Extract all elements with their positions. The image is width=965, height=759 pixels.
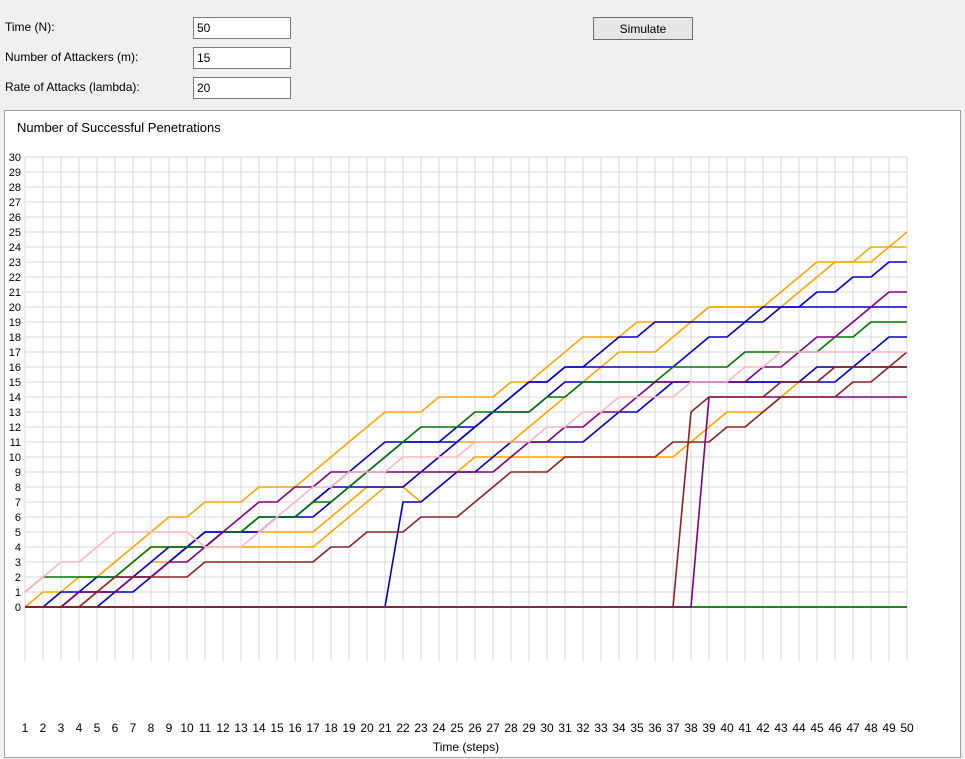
y-tick-label: 5 bbox=[15, 527, 21, 539]
y-tick-label: 24 bbox=[9, 242, 21, 254]
x-tick-label: 38 bbox=[684, 721, 698, 735]
series-line-11 bbox=[25, 291, 907, 608]
x-tick-label: 35 bbox=[630, 721, 644, 735]
y-tick-label: 4 bbox=[15, 542, 21, 554]
x-tick-label: 8 bbox=[148, 721, 155, 735]
y-tick-label: 1 bbox=[15, 587, 21, 599]
x-tick-label: 2 bbox=[40, 721, 47, 735]
y-tick-label: 10 bbox=[9, 452, 21, 464]
series-line-15 bbox=[24, 351, 907, 593]
x-tick-label: 5 bbox=[94, 721, 101, 735]
y-tick-label: 16 bbox=[9, 362, 21, 374]
x-tick-label: 42 bbox=[756, 721, 770, 735]
y-tick-label: 26 bbox=[9, 212, 21, 224]
y-tick-label: 18 bbox=[9, 332, 21, 344]
x-tick-label: 33 bbox=[594, 721, 608, 735]
x-tick-label: 31 bbox=[558, 721, 572, 735]
rate-input[interactable] bbox=[193, 77, 291, 99]
x-tick-label: 41 bbox=[738, 721, 752, 735]
x-tick-label: 12 bbox=[216, 721, 230, 735]
x-tick-label: 7 bbox=[130, 721, 137, 735]
x-tick-label: 25 bbox=[450, 721, 464, 735]
y-tick-label: 30 bbox=[9, 152, 21, 164]
x-tick-label: 21 bbox=[378, 721, 392, 735]
y-tick-label: 3 bbox=[15, 557, 21, 569]
chart-title: Number of Successful Penetrations bbox=[17, 120, 221, 135]
attackers-label: Number of Attackers (m): bbox=[5, 50, 139, 64]
simulate-button[interactable]: Simulate bbox=[593, 17, 693, 40]
x-tick-label: 45 bbox=[810, 721, 824, 735]
time-label: Time (N): bbox=[5, 20, 55, 34]
x-tick-label: 44 bbox=[792, 721, 806, 735]
x-tick-label: 20 bbox=[360, 721, 374, 735]
x-tick-label: 43 bbox=[774, 721, 788, 735]
x-tick-label: 30 bbox=[540, 721, 554, 735]
x-tick-label: 26 bbox=[468, 721, 482, 735]
x-tick-label: 27 bbox=[486, 721, 500, 735]
x-tick-label: 6 bbox=[112, 721, 119, 735]
y-tick-label: 15 bbox=[9, 377, 21, 389]
x-tick-label: 24 bbox=[432, 721, 446, 735]
x-tick-label: 32 bbox=[576, 721, 590, 735]
y-tick-label: 7 bbox=[15, 497, 21, 509]
y-tick-label: 22 bbox=[9, 272, 21, 284]
chart-panel: Number of Successful Penetrations 0 1 2 3 4 5 6… bbox=[4, 110, 961, 758]
x-tick-label: 11 bbox=[199, 721, 212, 735]
x-tick-label: 1 bbox=[22, 721, 29, 735]
y-tick-label: 25 bbox=[9, 227, 21, 239]
y-tick-label: 8 bbox=[15, 482, 21, 494]
attackers-input[interactable] bbox=[193, 47, 291, 69]
x-tick-label: 47 bbox=[846, 721, 860, 735]
x-tick-label: 39 bbox=[702, 721, 716, 735]
y-tick-label: 9 bbox=[15, 467, 21, 479]
y-tick-label: 14 bbox=[9, 392, 21, 404]
y-tick-label: 12 bbox=[9, 422, 21, 434]
y-tick-label: 19 bbox=[9, 317, 21, 329]
x-tick-label: 9 bbox=[166, 721, 173, 735]
y-tick-label: 0 bbox=[15, 602, 21, 614]
y-tick-label: 20 bbox=[9, 302, 21, 314]
x-tick-label: 49 bbox=[882, 721, 896, 735]
x-tick-label: 3 bbox=[58, 721, 65, 735]
x-tick-label: 19 bbox=[342, 721, 356, 735]
y-tick-label: 13 bbox=[9, 407, 21, 419]
x-tick-label: 18 bbox=[324, 721, 338, 735]
series-line-14 bbox=[25, 366, 907, 608]
x-tick-label: 17 bbox=[306, 721, 320, 735]
x-tick-label: 46 bbox=[828, 721, 842, 735]
x-tick-label: 36 bbox=[648, 721, 662, 735]
x-axis-label: Time (steps) bbox=[433, 740, 499, 754]
x-tick-label: 13 bbox=[234, 721, 248, 735]
y-tick-label: 2 bbox=[15, 572, 21, 584]
y-tick-label: 6 bbox=[15, 512, 21, 524]
x-tick-label: 29 bbox=[522, 721, 536, 735]
x-tick-label: 22 bbox=[396, 721, 410, 735]
x-tick-label: 16 bbox=[288, 721, 302, 735]
y-tick-label: 28 bbox=[9, 182, 21, 194]
x-tick-label: 14 bbox=[252, 721, 266, 735]
y-tick-label: 21 bbox=[9, 287, 21, 299]
x-tick-label: 48 bbox=[864, 721, 878, 735]
x-tick-label: 37 bbox=[666, 721, 680, 735]
x-tick-label: 34 bbox=[612, 721, 626, 735]
x-tick-label: 23 bbox=[414, 721, 428, 735]
y-tick-label: 29 bbox=[9, 167, 21, 179]
x-tick-label: 40 bbox=[720, 721, 734, 735]
y-tick-label: 11 bbox=[10, 437, 21, 449]
time-input[interactable] bbox=[193, 17, 291, 39]
x-tick-label: 50 bbox=[900, 721, 914, 735]
rate-label: Rate of Attacks (lambda): bbox=[5, 80, 140, 94]
series-line-13 bbox=[25, 351, 908, 608]
y-tick-label: 23 bbox=[9, 257, 21, 269]
y-tick-label: 27 bbox=[9, 197, 21, 209]
y-tick-label: 17 bbox=[9, 347, 21, 359]
x-tick-label: 10 bbox=[180, 721, 194, 735]
penetration-chart: Number of Successful Penetrations0123456… bbox=[9, 120, 914, 754]
x-tick-label: 28 bbox=[504, 721, 518, 735]
series-line-8 bbox=[24, 321, 907, 593]
x-tick-label: 15 bbox=[270, 721, 284, 735]
x-tick-label: 4 bbox=[76, 721, 83, 735]
